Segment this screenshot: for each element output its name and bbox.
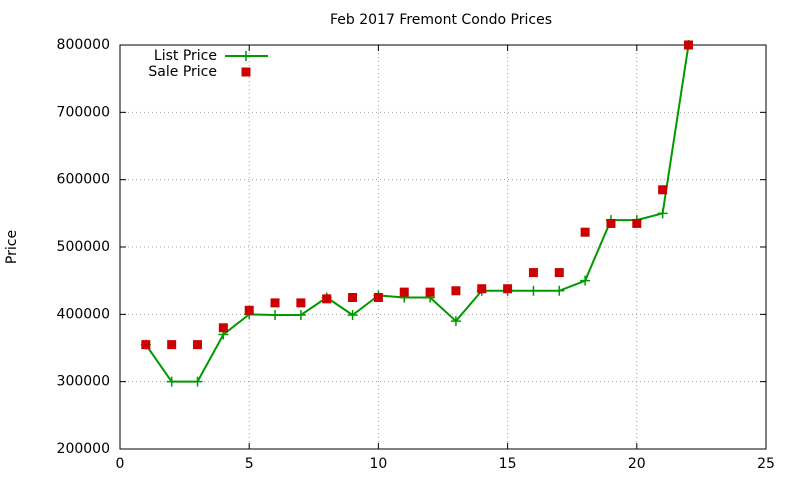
y-tick-label: 300000 xyxy=(57,374,110,390)
y-tick-label: 500000 xyxy=(57,239,110,255)
y-axis-label: Price xyxy=(4,230,20,264)
data-point xyxy=(451,286,461,296)
data-point xyxy=(322,294,332,304)
data-point xyxy=(373,293,383,302)
data-point xyxy=(295,310,306,321)
data-point xyxy=(399,287,409,297)
y-tick-label: 800000 xyxy=(57,37,110,53)
data-point xyxy=(270,310,281,321)
data-point xyxy=(425,287,435,297)
data-point xyxy=(580,227,590,237)
legend-marker xyxy=(241,67,251,77)
data-point xyxy=(503,284,513,294)
y-tick-label: 200000 xyxy=(57,441,110,457)
y-tick-label: 400000 xyxy=(57,306,110,322)
x-tick-label: 0 xyxy=(116,456,125,472)
legend-label: List Price xyxy=(154,48,217,64)
data-point xyxy=(167,340,177,350)
data-point xyxy=(477,284,487,294)
y-tick-label: 700000 xyxy=(57,104,110,120)
data-point xyxy=(606,218,616,228)
data-point xyxy=(192,376,203,387)
x-tick-label: 10 xyxy=(369,456,387,472)
data-point xyxy=(347,310,358,321)
data-point xyxy=(528,268,538,278)
legend-label: Sale Price xyxy=(148,64,217,80)
data-point xyxy=(193,340,203,350)
data-point xyxy=(658,185,668,195)
data-point xyxy=(683,40,693,50)
y-tick-label: 600000 xyxy=(57,172,110,188)
chart-title: Feb 2017 Fremont Condo Prices xyxy=(330,12,552,28)
data-point xyxy=(166,376,177,387)
series-line xyxy=(145,44,690,383)
data-point xyxy=(657,208,668,219)
x-tick-label: 20 xyxy=(628,456,646,472)
data-point xyxy=(632,218,642,228)
x-tick-label: 25 xyxy=(757,456,775,472)
x-tick-label: 5 xyxy=(245,456,254,472)
plot-frame xyxy=(119,44,767,450)
data-point xyxy=(348,293,358,302)
x-tick-label: 15 xyxy=(499,456,517,472)
data-point xyxy=(554,268,564,278)
data-point xyxy=(218,323,228,333)
data-point xyxy=(141,340,151,350)
data-point xyxy=(296,298,306,308)
data-point xyxy=(244,305,254,315)
data-point xyxy=(450,316,461,327)
legend-marker xyxy=(241,51,251,61)
data-point xyxy=(554,285,565,296)
data-point xyxy=(528,285,539,296)
data-point xyxy=(270,298,280,308)
data-point xyxy=(580,275,591,286)
